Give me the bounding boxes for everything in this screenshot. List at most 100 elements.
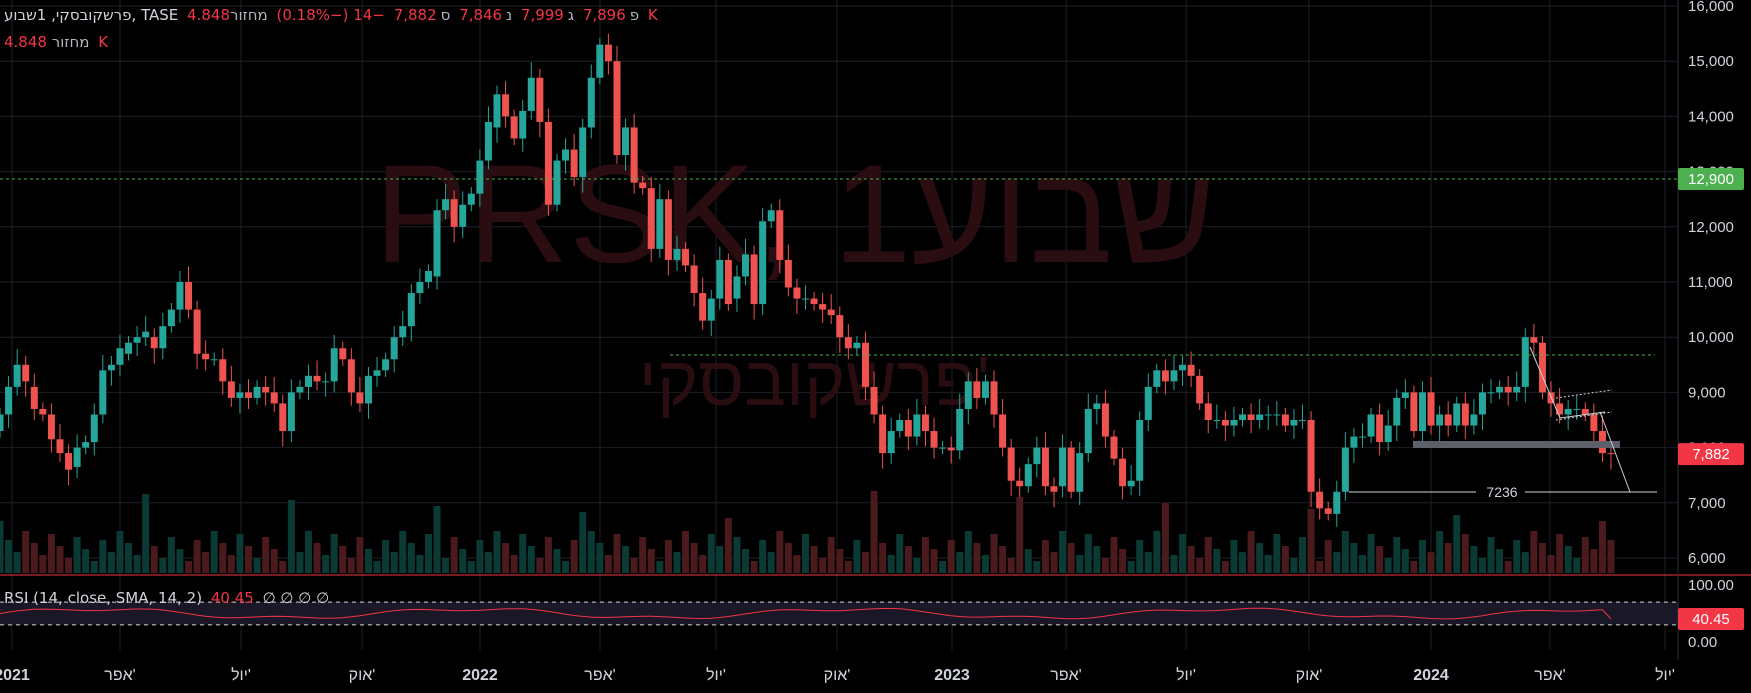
candle-body: [1564, 408, 1572, 415]
volume-bar: [630, 558, 638, 573]
volume-bar: [1581, 537, 1589, 573]
volume-bar: [1564, 546, 1572, 573]
candle-body: [913, 414, 921, 437]
volume-bar: [1144, 552, 1152, 573]
volume-bar: [879, 543, 887, 573]
volume-bar: [1136, 540, 1144, 573]
candle-body: [185, 282, 193, 310]
volume-bar: [767, 552, 775, 573]
volume-bar: [1547, 555, 1555, 573]
candle-body: [904, 420, 912, 437]
candle-body: [1273, 414, 1281, 416]
candle-body: [407, 293, 415, 327]
volume-bar: [784, 543, 792, 573]
candle-body: [1247, 414, 1255, 420]
volume-bar: [544, 537, 552, 573]
candle-body: [202, 353, 210, 360]
volume-bar: [1084, 534, 1092, 573]
candle-body: [990, 381, 998, 415]
volume-label-1: מחזור: [230, 6, 268, 24]
volume-bar: [724, 518, 732, 573]
volume-bar: [1418, 540, 1426, 573]
candle-body: [1487, 392, 1495, 394]
candle-body: [699, 293, 707, 321]
volume-bar: [1573, 558, 1581, 573]
volume-bar: [1427, 552, 1435, 573]
volume-bar: [476, 540, 484, 573]
candle-body: [245, 392, 253, 398]
volume-bar: [1281, 546, 1289, 573]
candle-body: [1470, 414, 1478, 426]
candle-body: [219, 359, 227, 382]
volume-bar: [245, 546, 253, 573]
volume-bar: [1290, 558, 1298, 573]
candle-body: [47, 414, 55, 440]
volume-bar: [313, 543, 321, 573]
drawings: 7236: [0, 178, 1751, 576]
volume-bar: [399, 531, 407, 573]
volume-bar: [596, 543, 604, 573]
candle-body: [1590, 414, 1598, 432]
volume-bar: [364, 549, 372, 573]
candle-body: [1033, 447, 1041, 465]
volume-bar: [861, 552, 869, 573]
time-axis[interactable]: 2021 אפר' יול' אוק' 2022 אפר' יול' אוק' 2023 אפר'…: [0, 666, 1675, 684]
volume-bar: [604, 555, 612, 573]
volume-bar: [304, 531, 312, 573]
volume-bar: [682, 531, 690, 573]
candle-body: [853, 342, 861, 349]
volume-bar: [613, 534, 621, 573]
volume-bar: [253, 558, 261, 573]
candle-body: [613, 61, 621, 156]
candle-body: [1153, 370, 1161, 387]
price-tick-label: 9,000: [1688, 384, 1726, 401]
volume-bar: [1007, 558, 1015, 573]
candle-body: [1187, 364, 1195, 376]
candle-body: [1281, 414, 1289, 426]
candle-body: [1204, 403, 1212, 420]
volume-bar: [13, 552, 21, 573]
candle-body: [553, 160, 561, 205]
volume-bar: [1299, 537, 1307, 573]
candle-body: [390, 337, 398, 360]
volume-bar: [930, 549, 938, 573]
candle-body: [13, 364, 21, 387]
candle-body: [1007, 447, 1015, 481]
volume-bar: [913, 558, 921, 573]
candle-body: [622, 127, 630, 156]
price-axis[interactable]: 6,0007,0008,0009,00010,00011,00012,00013…: [1677, 0, 1734, 660]
volume-bar: [510, 555, 518, 573]
candle-body: [896, 420, 904, 432]
volume-bar: [1119, 549, 1127, 573]
candle-body: [424, 270, 432, 282]
candle-body: [1170, 370, 1178, 382]
candle-body: [1230, 420, 1238, 426]
volume-bar: [1384, 558, 1392, 573]
rsi-legend: RSI (14, close, SMA, 14, 2) 40.45 ∅ ∅ ∅ …: [4, 589, 333, 607]
price-tick-label: 15,000: [1688, 53, 1734, 70]
time-tick-label: 2022: [462, 667, 498, 684]
candle-body: [287, 392, 295, 432]
watermark-symbol: PRSK, 1שבוע: [374, 135, 1215, 292]
time-tick-label: אוק': [824, 667, 851, 684]
candle-body: [116, 348, 124, 365]
price-line-badge-bg: [1678, 168, 1744, 190]
candle-body: [459, 204, 467, 227]
candle-body: [433, 210, 441, 277]
candle-body: [1024, 464, 1032, 487]
candle-body: [73, 447, 81, 467]
candle-body: [176, 282, 184, 310]
volume-bar: [981, 555, 989, 573]
volume-bar: [236, 534, 244, 573]
volume-bar: [1110, 537, 1118, 573]
candle-body: [1513, 386, 1521, 393]
volume-bar: [1067, 543, 1075, 573]
candle-body: [167, 309, 175, 327]
candle-body: [1316, 491, 1324, 509]
volume-bar: [553, 549, 561, 573]
volume-bar: [1239, 552, 1247, 573]
rsi-value-badge-bg: [1678, 607, 1744, 630]
volume-bar: [810, 546, 818, 573]
candle-body: [125, 342, 133, 354]
